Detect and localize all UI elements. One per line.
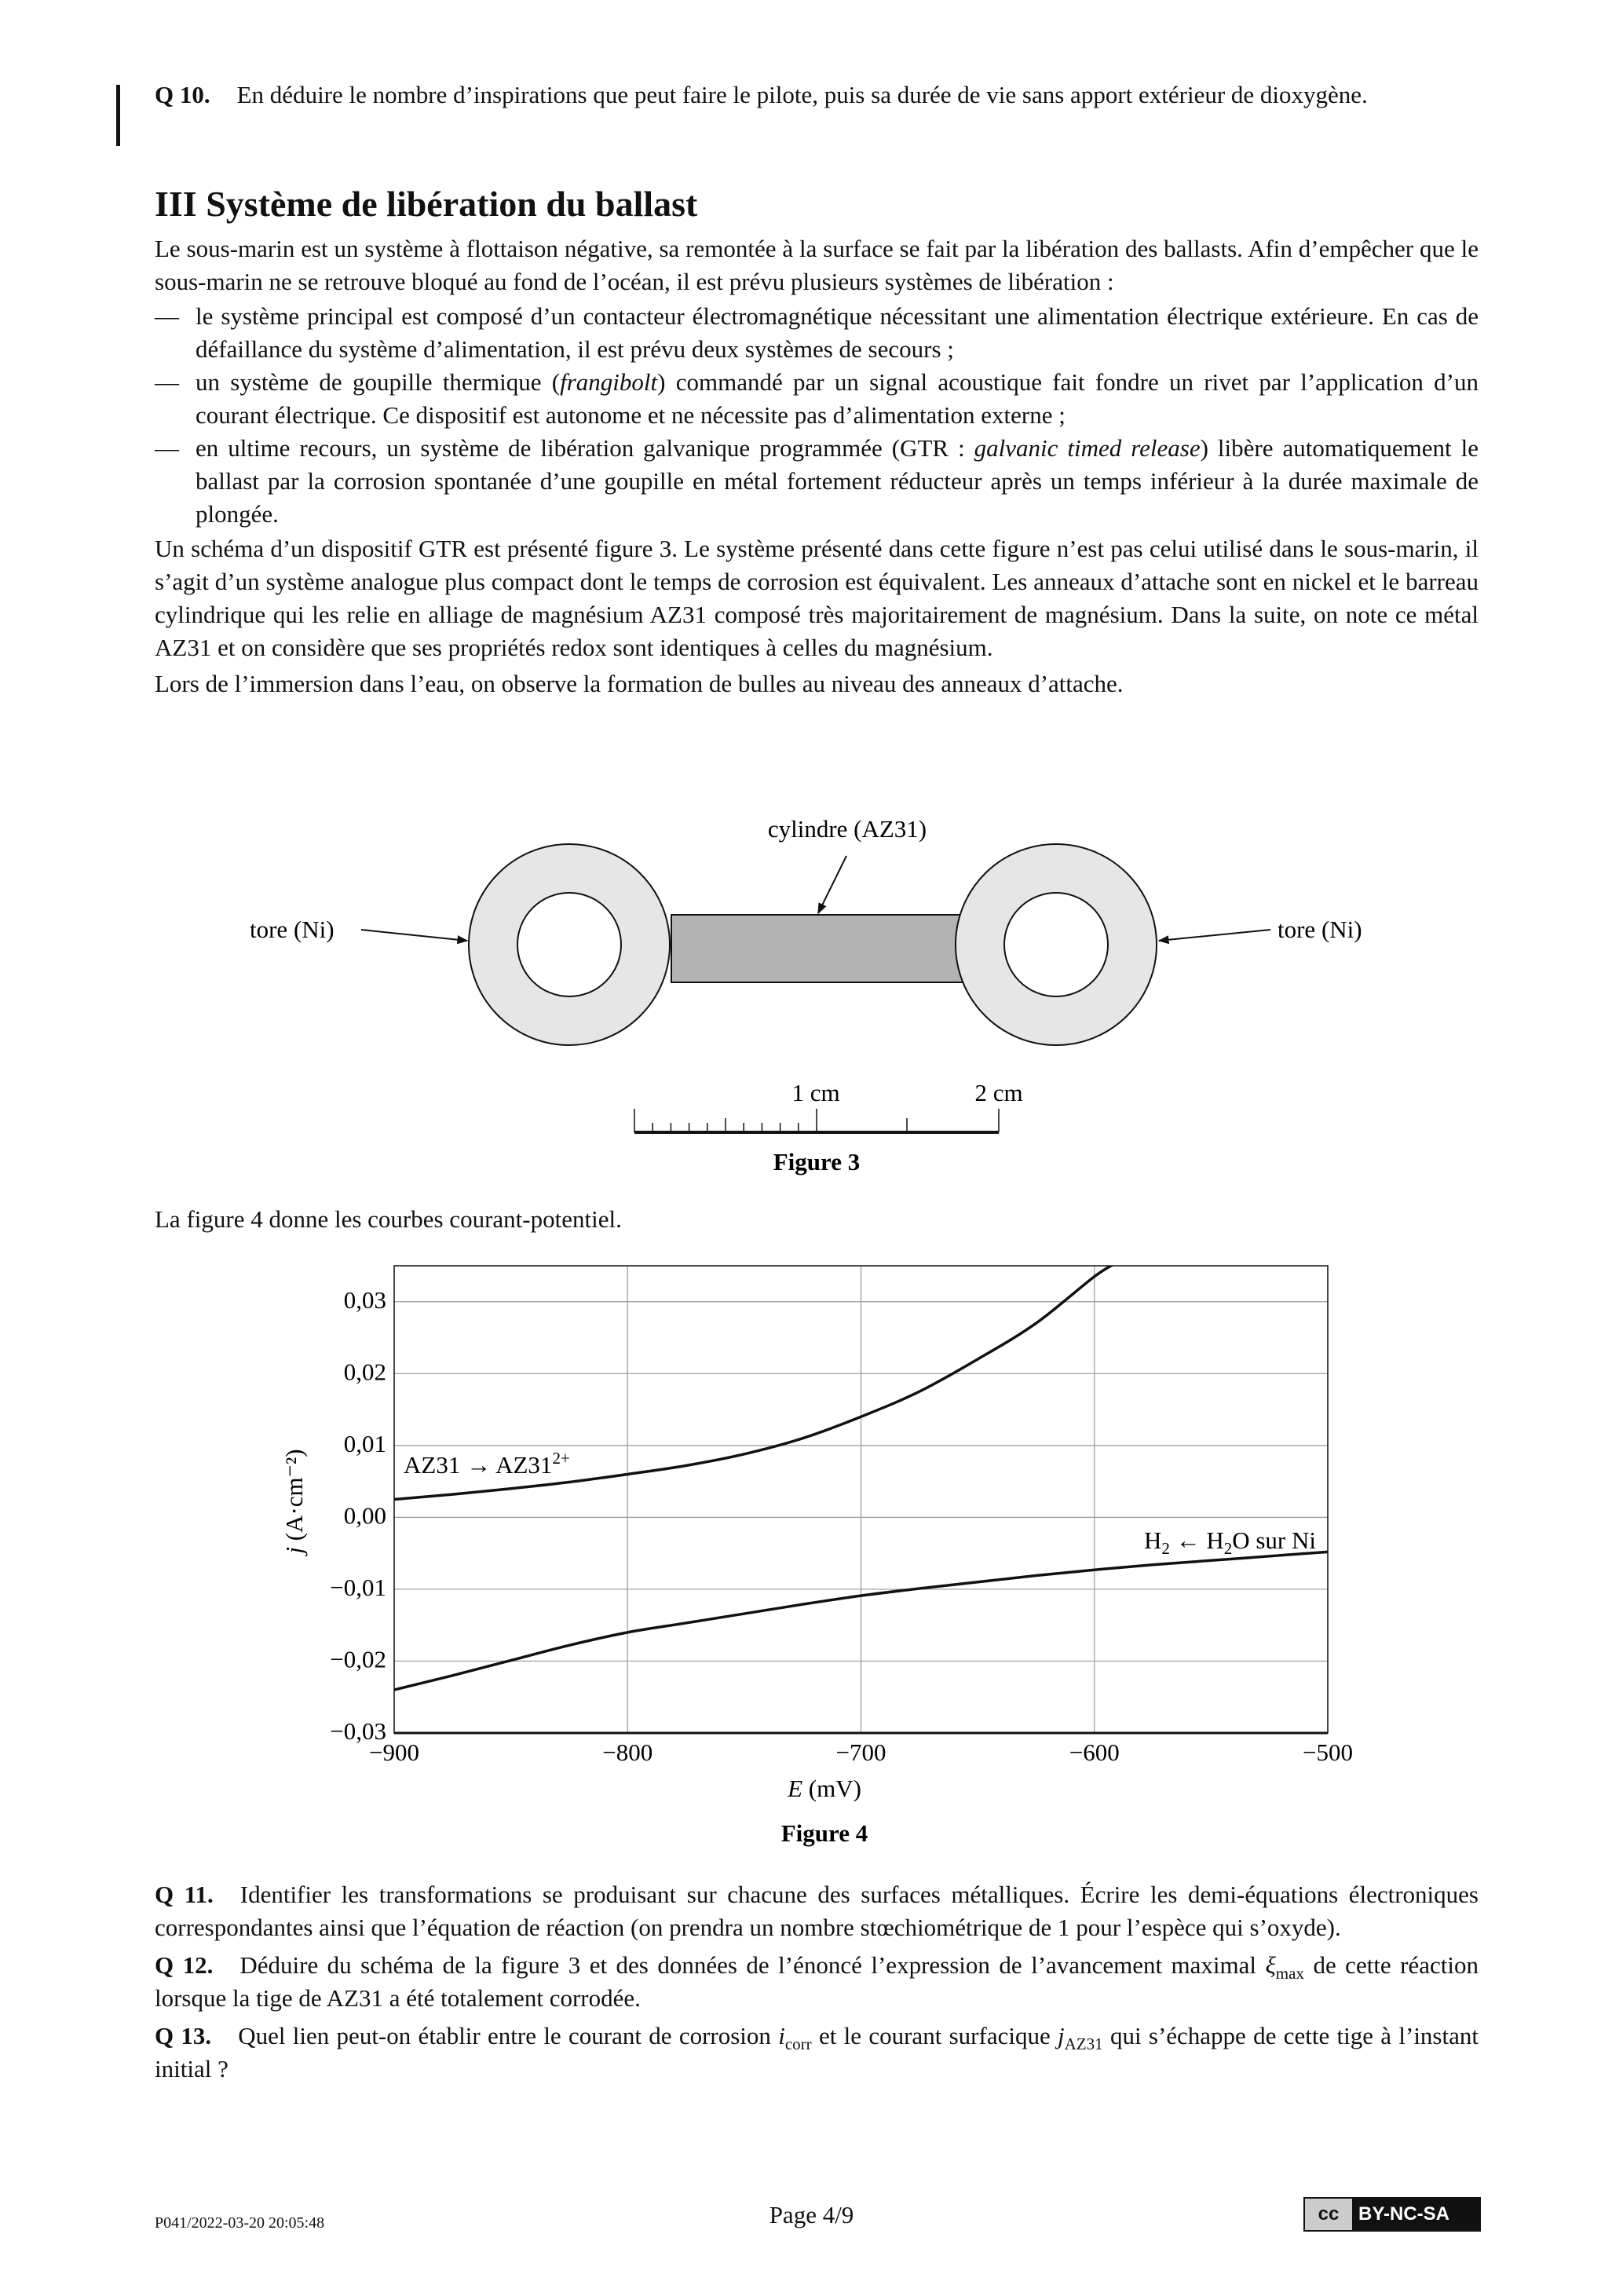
- list-item: — le système principal est composé d’un c…: [155, 300, 1479, 366]
- y-tick-label: 0,00: [344, 1501, 386, 1529]
- text-segment: AZ31: [1064, 2035, 1103, 2053]
- label-torus-left: tore (Ni): [250, 916, 334, 943]
- text-segment: j: [1058, 2022, 1065, 2049]
- page-number: Page 4/9: [769, 2201, 854, 2228]
- figure-3: cylindre (AZ31) tore (Ni) tore (Ni) 1 cm…: [250, 815, 1362, 1175]
- label-cylinder: cylindre (AZ31): [768, 815, 927, 843]
- question-label: Q 13.: [155, 2022, 212, 2049]
- y-tick-label: −0,02: [330, 1645, 386, 1673]
- section-heading: III Système de libération du ballast: [155, 182, 1479, 226]
- question-label: Q 10.: [155, 81, 210, 108]
- question-12: Q 12. Déduire du schéma de la figure 3 et…: [155, 1949, 1479, 2015]
- scale-label-1cm: 1 cm: [791, 1079, 839, 1106]
- label-torus-right: tore (Ni): [1278, 916, 1362, 943]
- question-label: Q 11.: [155, 1881, 214, 1908]
- list-dash: —: [155, 302, 179, 330]
- text-segment: ) libère automatiquement le ballast par …: [196, 434, 1479, 528]
- text-segment: en ultime recours, un système de libérat…: [196, 434, 974, 462]
- release-systems-list: — le système principal est composé d’un c…: [155, 300, 1479, 531]
- list-dash: —: [155, 434, 179, 462]
- x-tick-label: −500: [1303, 1738, 1353, 1766]
- license-text: BY-NC-SA: [1358, 2203, 1450, 2225]
- list-item: — en ultime recours, un système de libéra…: [155, 432, 1479, 531]
- footer-id: P041/2022-03-20 20:05:48: [155, 2214, 325, 2232]
- y-tick-label: 0,03: [344, 1286, 386, 1314]
- cc-logo: cc: [1305, 2199, 1352, 2230]
- question-text: En déduire le nombre d’inspirations que …: [236, 81, 1368, 108]
- y-tick-label: −0,03: [330, 1717, 386, 1745]
- change-bar: [116, 85, 120, 146]
- y-axis-label: j (A·cm⁻²): [280, 1449, 308, 1556]
- curve-az31-oxidation: [394, 1266, 1114, 1501]
- question-text: Identifier les transformations se produi…: [155, 1881, 1479, 1941]
- section-title: III Système de libération du ballast: [155, 184, 698, 224]
- cylinder-az31: [671, 914, 964, 983]
- text-segment: Quel lien peut-on établir entre le coura…: [238, 2022, 779, 2049]
- curve-h2-reduction: [394, 1550, 1328, 1691]
- figure-3-caption: Figure 3: [773, 1148, 861, 1175]
- list-dash: —: [155, 368, 179, 396]
- text-segment: ξ: [1265, 1951, 1276, 1979]
- torus-right: [955, 843, 1157, 1046]
- x-tick-label: −800: [602, 1738, 652, 1766]
- y-tick-label: 0,02: [344, 1358, 386, 1385]
- torus-left: [468, 843, 671, 1046]
- x-tick-label: −600: [1069, 1738, 1120, 1766]
- questions-block: Q 11. Identifier les transformations se p…: [155, 1878, 1479, 2086]
- scale-label-2cm: 2 cm: [974, 1079, 1022, 1106]
- question-10: Q 10. En déduire le nombre d’inspirations…: [155, 79, 1479, 112]
- license-badge: cc BY-NC-SA: [1303, 2197, 1481, 2232]
- figure-4-intro: La figure 4 donne les courbes courant-po…: [155, 1203, 1479, 1236]
- text-segment: corr: [784, 2035, 812, 2053]
- scale-bar: [634, 1109, 1000, 1134]
- text-segment: et le courant surfacique: [811, 2022, 1058, 2049]
- arrow-torus-right: [1157, 929, 1271, 945]
- text-segment: ) commandé par un signal acoustique fait…: [196, 368, 1479, 429]
- text-segment: Déduire du schéma de la figure 3 et des …: [239, 1951, 1266, 1979]
- series-label-h2: H2 ← H2O sur Ni: [1144, 1526, 1316, 1558]
- x-tick-label: −900: [369, 1738, 419, 1766]
- text-segment: le système principal est composé d’un co…: [196, 302, 1479, 363]
- text-segment: i: [778, 2022, 785, 2049]
- x-tick-label: −700: [836, 1738, 886, 1766]
- figure-4-caption: Figure 4: [781, 1819, 868, 1847]
- series-label-az31: AZ31 → AZ312+: [404, 1449, 570, 1479]
- text-segment: galvanic timed release: [974, 434, 1201, 462]
- x-axis-label: E (mV): [787, 1775, 861, 1802]
- text-segment: max: [1275, 1964, 1304, 1983]
- y-tick-label: −0,01: [330, 1574, 386, 1601]
- arrow-cylinder: [817, 855, 847, 915]
- section-body: Le sous-marin est un système à flottaiso…: [155, 232, 1479, 700]
- figure-4-intro-text: La figure 4 donne les courbes courant-po…: [155, 1205, 622, 1233]
- question-11: Q 11. Identifier les transformations se p…: [155, 1878, 1479, 1944]
- text-segment: frangibolt: [560, 368, 658, 396]
- text-segment: de cette réaction lorsque la tige de AZ3…: [155, 1951, 1479, 2012]
- list-item: — un système de goupille thermique (frang…: [155, 366, 1479, 432]
- gtr-paragraph: Un schéma d’un dispositif GTR est présen…: [155, 535, 1479, 661]
- y-tick-label: 0,01: [344, 1430, 386, 1457]
- figure-4-chart: −900 −800 −700 −600 −500 −0,03 −0,02 −0,01 0,00 0…: [280, 1265, 1353, 1847]
- intro-paragraph: Le sous-marin est un système à flottaiso…: [155, 235, 1479, 295]
- question-label: Q 12.: [155, 1951, 214, 1979]
- text-segment: un système de goupille thermique (: [196, 368, 561, 396]
- immersion-paragraph: Lors de l’immersion dans l’eau, on obser…: [155, 670, 1124, 697]
- text-segment: qui s’échappe de cette tige à l’instant …: [155, 2022, 1479, 2082]
- question-13: Q 13. Quel lien peut-on établir entre le …: [155, 2020, 1479, 2086]
- arrow-torus-left: [360, 929, 469, 945]
